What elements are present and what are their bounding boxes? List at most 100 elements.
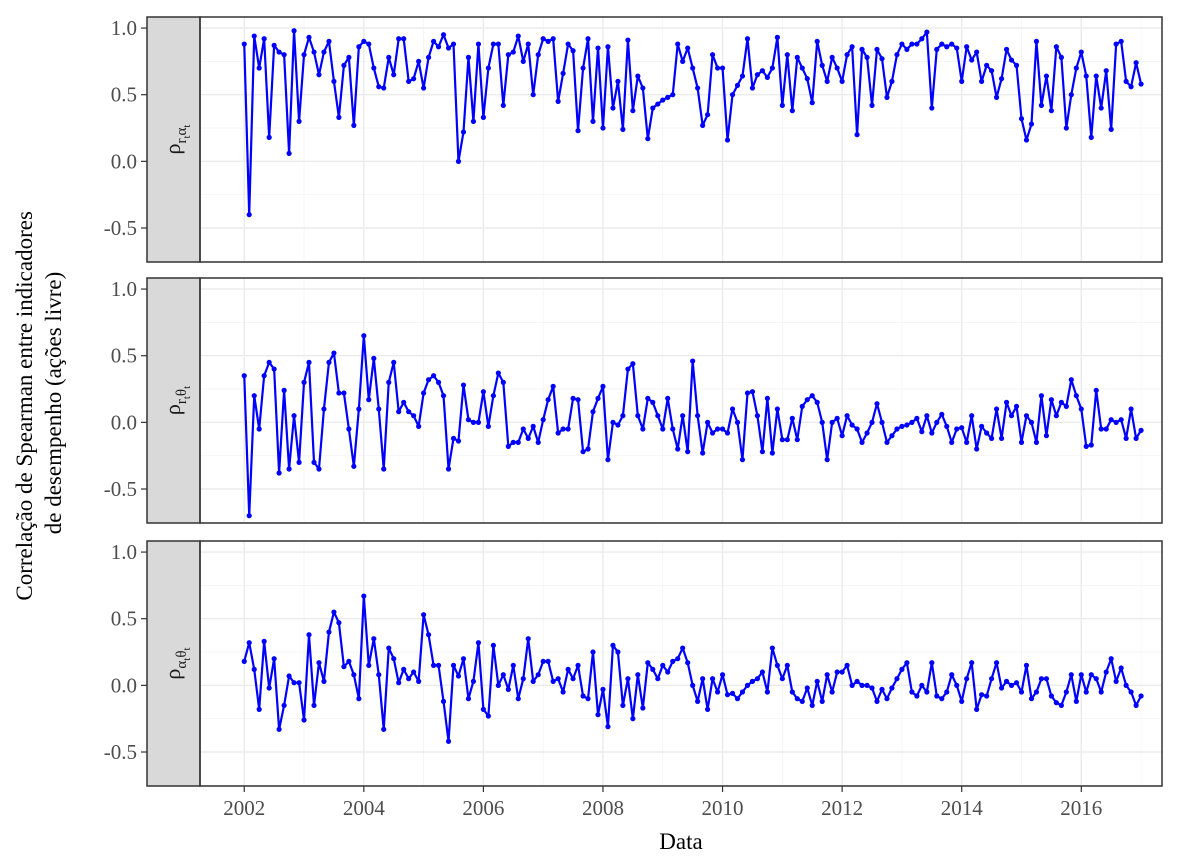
data-point bbox=[560, 689, 566, 695]
data-point bbox=[1103, 669, 1109, 675]
data-point bbox=[819, 62, 825, 68]
data-point bbox=[1003, 678, 1010, 684]
data-point bbox=[1103, 68, 1109, 74]
data-point bbox=[555, 676, 561, 682]
data-point bbox=[261, 638, 267, 644]
data-point bbox=[894, 676, 900, 682]
data-point bbox=[336, 620, 342, 626]
data-point bbox=[993, 94, 1000, 100]
data-point bbox=[1088, 134, 1094, 140]
data-point bbox=[1023, 662, 1030, 668]
data-point bbox=[734, 696, 741, 702]
data-point bbox=[655, 101, 661, 107]
data-point bbox=[256, 65, 262, 71]
data-point bbox=[794, 437, 800, 443]
data-point bbox=[465, 417, 472, 423]
data-point bbox=[894, 426, 900, 432]
data-point bbox=[555, 98, 561, 104]
data-point bbox=[1038, 393, 1045, 399]
data-point bbox=[824, 457, 830, 463]
data-point bbox=[979, 692, 985, 698]
data-point bbox=[485, 423, 491, 429]
data-point bbox=[386, 54, 392, 60]
data-point bbox=[764, 74, 770, 80]
data-point bbox=[371, 636, 377, 642]
data-point bbox=[1093, 387, 1099, 393]
data-point bbox=[610, 105, 616, 111]
data-point bbox=[505, 52, 511, 58]
data-point bbox=[425, 377, 432, 383]
data-point bbox=[1093, 676, 1099, 682]
data-point bbox=[351, 463, 357, 469]
data-point bbox=[396, 36, 402, 42]
data-point bbox=[381, 726, 387, 732]
data-point bbox=[769, 65, 775, 71]
data-point bbox=[540, 658, 546, 664]
data-point bbox=[565, 41, 571, 47]
x-tick-label: 2006 bbox=[462, 796, 504, 820]
data-point bbox=[754, 72, 761, 78]
data-point bbox=[709, 52, 716, 58]
data-point bbox=[929, 430, 935, 436]
data-point bbox=[904, 422, 910, 428]
data-point bbox=[625, 676, 631, 682]
data-point bbox=[570, 48, 576, 54]
data-point bbox=[421, 612, 427, 618]
data-point bbox=[1053, 44, 1059, 50]
data-point bbox=[281, 387, 287, 393]
data-point bbox=[450, 662, 457, 668]
data-point bbox=[361, 38, 367, 44]
data-point bbox=[326, 629, 332, 635]
data-point bbox=[600, 383, 606, 389]
data-point bbox=[590, 649, 596, 655]
data-point bbox=[1078, 406, 1084, 412]
data-point bbox=[475, 640, 482, 646]
series-line bbox=[243, 594, 1143, 743]
data-point bbox=[939, 41, 945, 47]
data-point bbox=[989, 676, 995, 682]
facet-label-part: r bbox=[174, 399, 190, 404]
data-point bbox=[560, 70, 566, 76]
data-point bbox=[959, 425, 965, 431]
facet-label: ρrtαt bbox=[160, 125, 193, 155]
data-point bbox=[894, 52, 900, 58]
data-point bbox=[440, 32, 447, 38]
data-point bbox=[376, 406, 382, 412]
data-point bbox=[371, 65, 377, 71]
data-point bbox=[984, 62, 990, 68]
data-point bbox=[525, 41, 531, 47]
data-point bbox=[271, 366, 277, 372]
data-point bbox=[884, 696, 890, 702]
data-point bbox=[744, 682, 751, 688]
data-point bbox=[266, 134, 272, 140]
data-point bbox=[794, 696, 800, 702]
data-point bbox=[281, 52, 287, 58]
data-point bbox=[241, 373, 247, 379]
data-point bbox=[590, 118, 596, 124]
data-point bbox=[1138, 693, 1144, 699]
data-point bbox=[774, 662, 780, 668]
data-point bbox=[749, 678, 756, 684]
y-tick-label: 0.0 bbox=[111, 673, 137, 697]
data-point bbox=[271, 42, 277, 48]
data-point bbox=[396, 680, 402, 686]
data-point bbox=[386, 379, 392, 385]
data-point bbox=[1033, 38, 1040, 44]
data-point bbox=[719, 672, 726, 678]
data-point bbox=[849, 422, 855, 428]
data-point bbox=[575, 128, 581, 134]
data-point bbox=[580, 449, 586, 455]
data-point bbox=[984, 430, 990, 436]
data-point bbox=[251, 666, 257, 672]
data-point bbox=[401, 399, 407, 405]
data-point bbox=[944, 423, 950, 429]
data-point bbox=[974, 49, 980, 55]
data-point bbox=[435, 662, 442, 668]
data-point bbox=[600, 686, 606, 692]
data-point bbox=[1133, 435, 1139, 441]
data-point bbox=[1033, 689, 1040, 695]
data-point bbox=[366, 397, 372, 403]
data-point bbox=[455, 673, 462, 679]
data-point bbox=[401, 666, 407, 672]
data-point bbox=[490, 393, 496, 399]
